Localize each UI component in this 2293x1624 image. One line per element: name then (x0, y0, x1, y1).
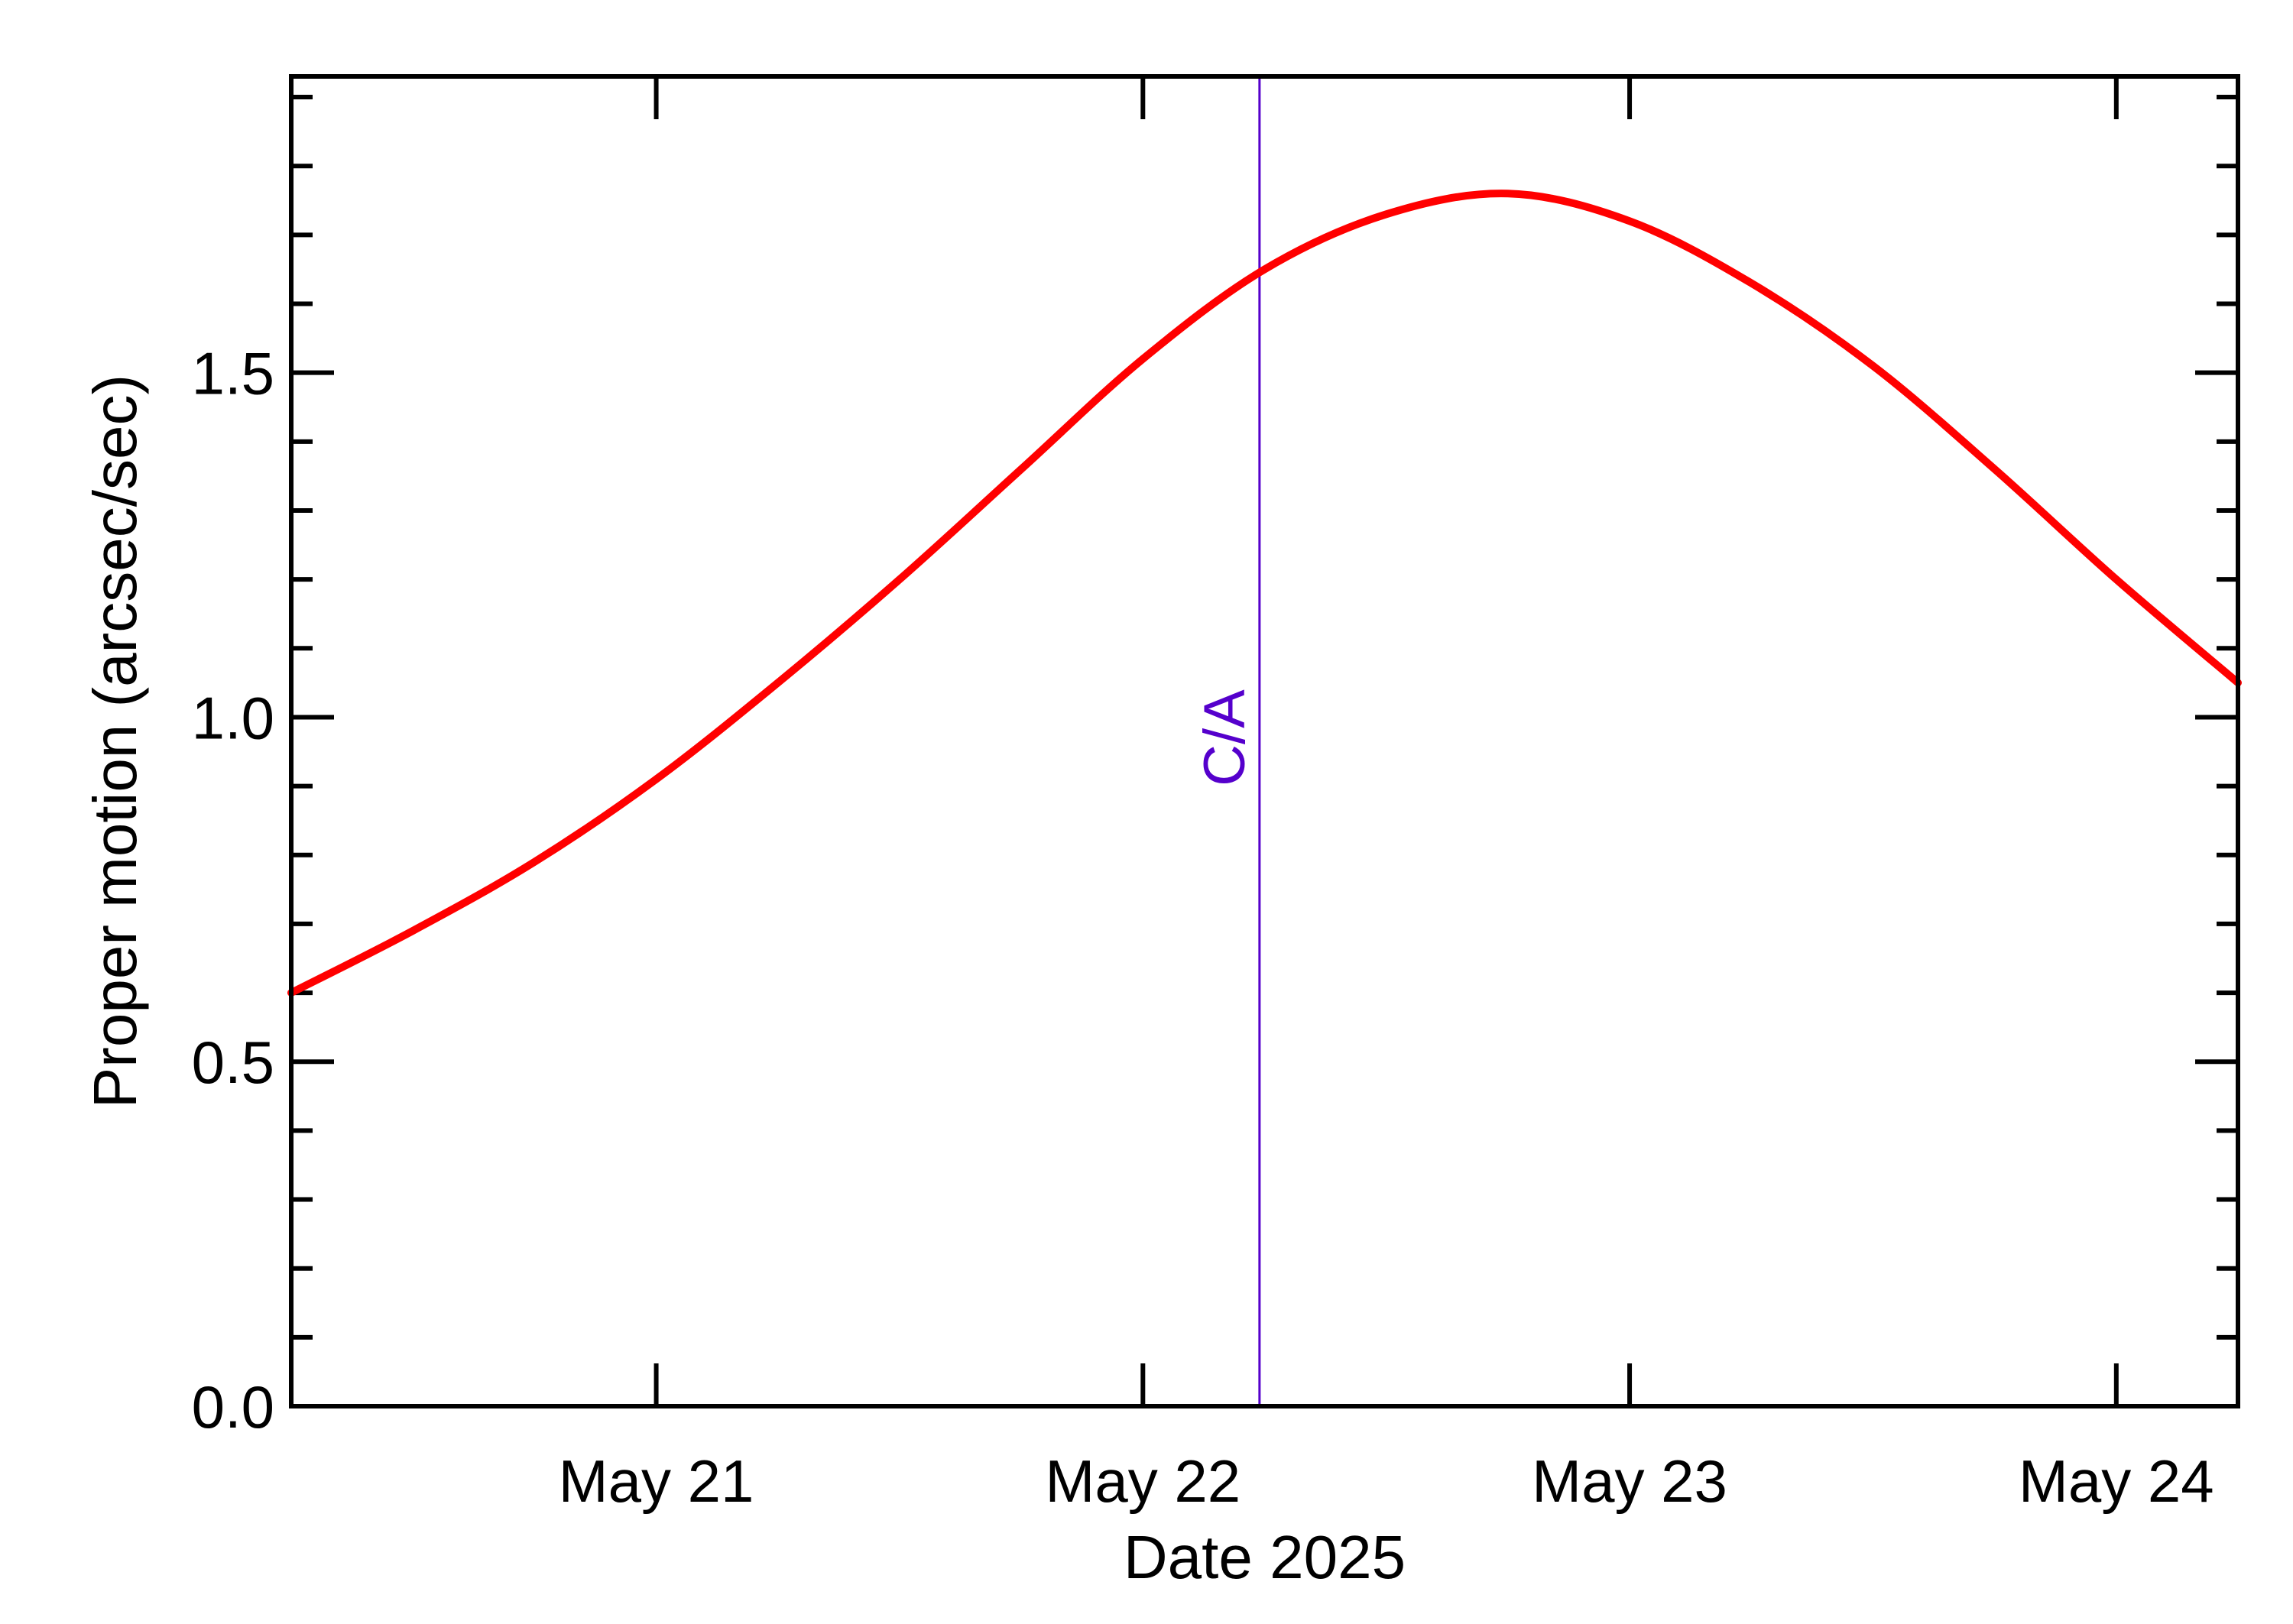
proper-motion-curve (287, 190, 2242, 997)
y-tick-label: 0.0 (192, 1373, 274, 1441)
y-tick-label: 1.0 (192, 684, 274, 751)
x-axis-title: Date 2025 (1124, 1523, 1406, 1591)
x-tick-label: May 24 (2019, 1447, 2214, 1515)
closest-approach-label: C/A (1192, 689, 1257, 786)
y-axis-title: Proper motion (arcsec/sec) (81, 374, 149, 1108)
x-tick-label: May 22 (1045, 1447, 1241, 1515)
plot-area: C/A (287, 76, 2242, 1406)
x-tick-label: May 23 (1532, 1447, 1727, 1515)
x-tick-label: May 21 (559, 1447, 754, 1515)
y-tick-label: 1.5 (192, 340, 274, 407)
axis-ticks (291, 76, 2238, 1408)
plot-frame (289, 74, 2240, 1408)
tick-labels: May 21 May 22 May 23 May 24 0.0 0.5 1.0 1.5 (192, 340, 2214, 1515)
y-tick-label: 0.5 (192, 1029, 274, 1096)
